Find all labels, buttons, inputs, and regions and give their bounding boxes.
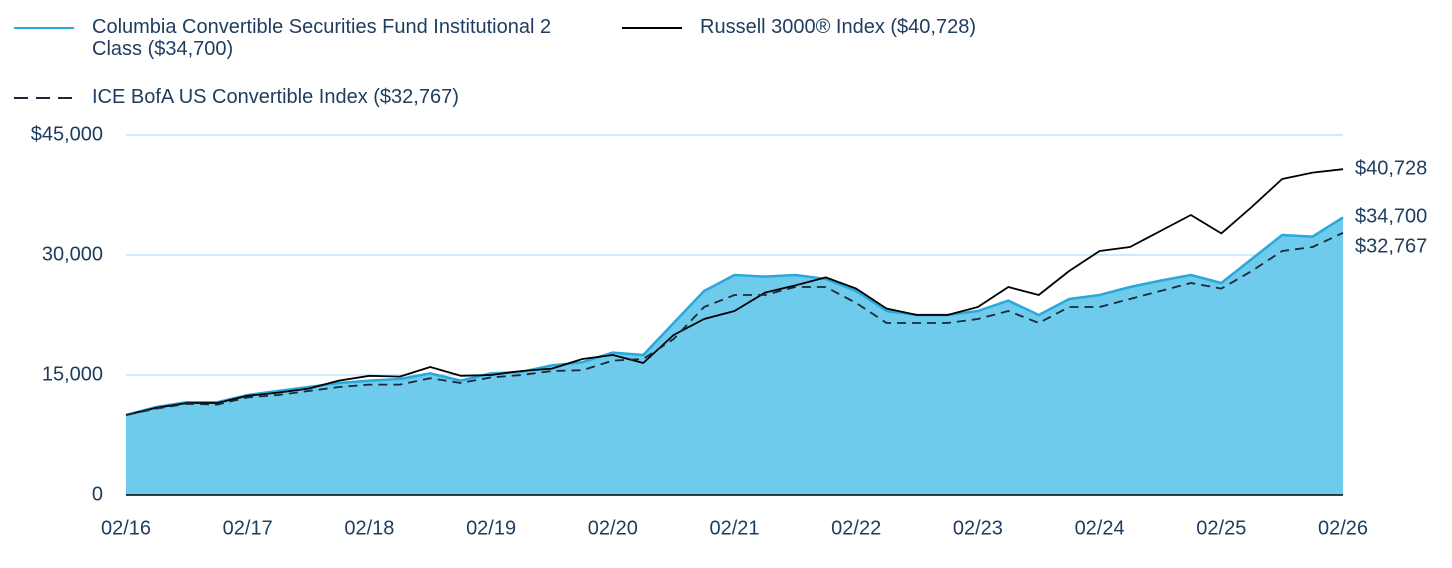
legend-item: ICE BofA US Convertible Index ($32,767) xyxy=(14,86,614,108)
x-tick-label: 02/21 xyxy=(709,517,759,539)
legend-item: Russell 3000® Index ($40,728) xyxy=(622,16,1122,38)
x-tick-label: 02/22 xyxy=(831,517,881,539)
x-tick-label: 02/25 xyxy=(1196,517,1246,539)
x-tick-label: 02/16 xyxy=(101,517,151,539)
x-tick-label: 02/20 xyxy=(588,517,638,539)
series-line xyxy=(125,216,1344,417)
y-tick-label: 30,000 xyxy=(42,243,103,265)
x-tick-label: 02/24 xyxy=(1075,517,1125,539)
end-label: $40,728 xyxy=(1355,157,1427,179)
legend-swatch xyxy=(14,27,74,29)
legend-swatch xyxy=(14,97,74,99)
x-tick-label: 02/18 xyxy=(344,517,394,539)
x-tick-label: 02/23 xyxy=(953,517,1003,539)
x-tick-label: 02/17 xyxy=(223,517,273,539)
end-label: $34,700 xyxy=(1355,206,1427,228)
legend-text: Columbia Convertible Securities Fund Ins… xyxy=(92,16,552,60)
legend-text: ICE BofA US Convertible Index ($32,767) xyxy=(92,86,459,108)
legend-text: Russell 3000® Index ($40,728) xyxy=(700,16,977,38)
fund-area xyxy=(126,217,1343,495)
y-tick-label: 0 xyxy=(92,483,103,505)
legend-swatch xyxy=(622,27,682,29)
y-tick-label: $45,000 xyxy=(31,123,103,145)
legend-item: Columbia Convertible Securities Fund Ins… xyxy=(14,16,594,60)
x-tick-label: 02/26 xyxy=(1318,517,1368,539)
x-tick-label: 02/19 xyxy=(466,517,516,539)
series-line xyxy=(125,232,1344,416)
y-tick-label: 15,000 xyxy=(42,363,103,385)
series-line xyxy=(125,168,1344,416)
end-label: $32,767 xyxy=(1355,236,1427,258)
